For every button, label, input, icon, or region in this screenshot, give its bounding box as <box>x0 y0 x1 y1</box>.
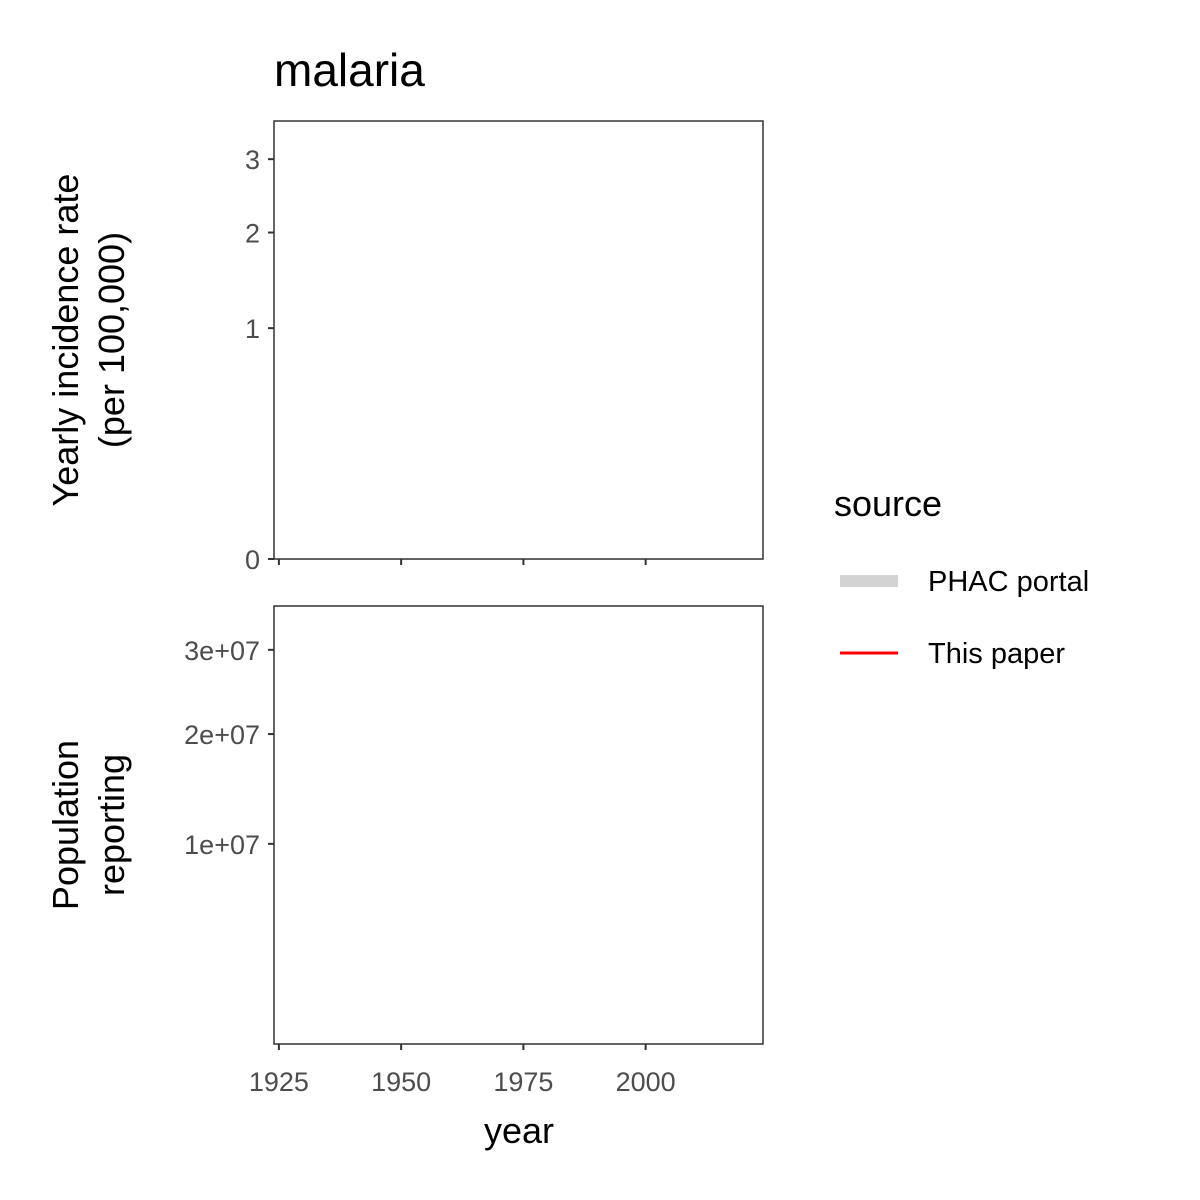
chart-title: malaria <box>274 44 425 96</box>
y-tick-label: 3e+07 <box>184 636 260 666</box>
y-axis-title: Yearly incidence rate <box>45 174 86 507</box>
legend-label: PHAC portal <box>928 566 1089 598</box>
y-axis-title: (per 100,000) <box>91 232 132 448</box>
y-tick-label: 3 <box>245 145 260 175</box>
x-axis-title: year <box>484 1110 554 1151</box>
panel-border <box>273 605 764 1045</box>
x-axis: 1925 1950 1975 2000 <box>249 559 676 1097</box>
legend-items: PHAC portal This paper <box>840 566 1089 670</box>
y-axis-title: Population <box>45 740 86 910</box>
y-axis-title: reporting <box>91 754 132 896</box>
y-tick-label: 2 <box>245 219 260 249</box>
y-tick-label: 2e+07 <box>184 720 260 750</box>
y-tick-label: 1 <box>245 314 260 344</box>
y-tick-label: 1e+07 <box>184 830 260 860</box>
legend-label: This paper <box>928 638 1065 670</box>
legend-title: source <box>834 483 942 524</box>
population-panel: 1e+07 2e+07 3e+07 Population reporting <box>45 605 764 1045</box>
incidence-panel: 0 1 2 3 Yearly incidence rate (per 100,000) <box>45 120 764 575</box>
legend: source PHAC portal This paper <box>834 483 1089 670</box>
x-tick-label: 2000 <box>616 1067 676 1097</box>
x-tick-label: 1925 <box>249 1067 309 1097</box>
x-tick-label: 1975 <box>493 1067 553 1097</box>
x-tick-label: 1950 <box>371 1067 431 1097</box>
panel-border <box>273 120 764 560</box>
y-tick-label: 0 <box>245 545 260 575</box>
